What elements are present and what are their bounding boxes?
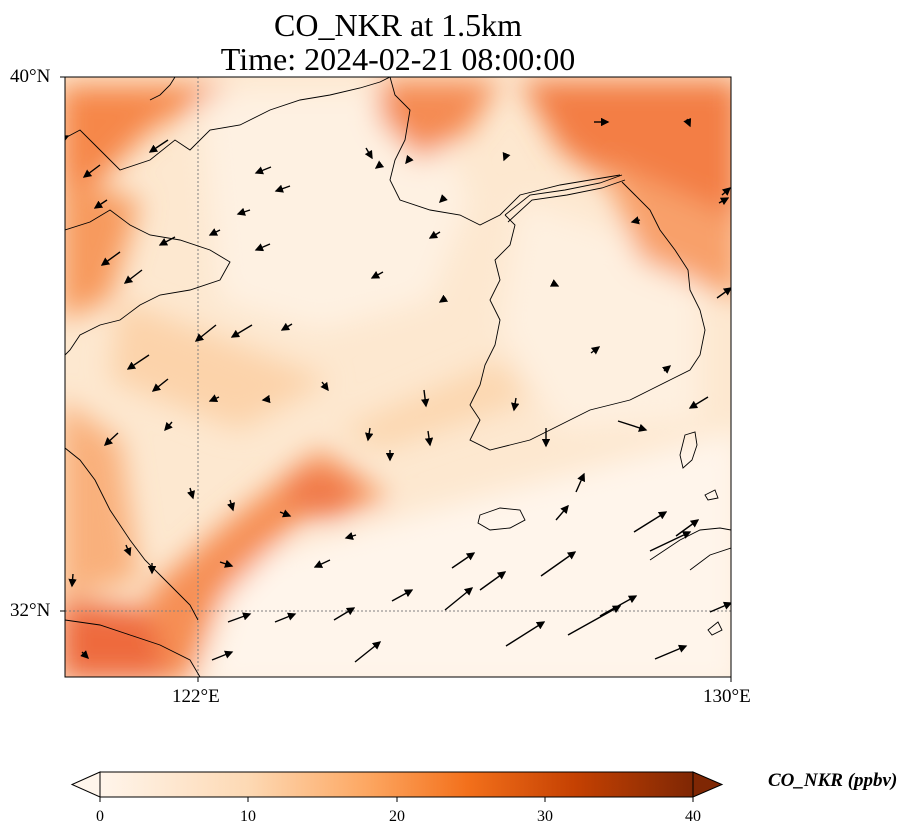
wind-arrow	[502, 151, 511, 162]
wind-arrow	[274, 184, 291, 193]
wind-arrow	[439, 194, 448, 203]
wind-arrow	[420, 389, 430, 408]
map-title-line2: Time: 2024-02-21 08:00:00	[220, 41, 576, 77]
wind-arrow	[158, 236, 176, 246]
wind-arrow	[354, 641, 382, 663]
wind-arrow	[683, 117, 692, 128]
wind-arrow	[344, 531, 357, 541]
lon-tick-122e: 122°E	[172, 686, 220, 707]
wind-arrow	[236, 207, 251, 216]
wind-arrow	[479, 571, 507, 591]
wind-arrow	[254, 166, 272, 175]
wind-arrow	[211, 650, 234, 661]
wind-arrow	[540, 551, 577, 577]
wind-arrow	[365, 427, 374, 442]
wind-arrow	[405, 154, 414, 165]
wind-arrow	[227, 612, 252, 623]
wind-arrow	[630, 216, 641, 225]
wind-arrow	[164, 421, 173, 432]
wind-arrow	[186, 487, 196, 500]
wind-arrow	[709, 601, 731, 613]
wind-arrow	[93, 199, 108, 209]
wind-arrow	[721, 187, 731, 196]
wind-arrow	[230, 324, 253, 338]
wind-arrow	[226, 499, 236, 512]
wind-arrow	[599, 595, 638, 617]
wind-arrow	[505, 621, 546, 647]
wind-arrow	[391, 589, 414, 602]
wind-arrow	[123, 269, 143, 284]
wind-arrow	[194, 324, 217, 342]
wind-arrow	[148, 139, 169, 153]
wind-arrow	[654, 644, 688, 660]
wind-arrow	[716, 287, 731, 299]
wind-arrow	[428, 230, 441, 239]
colorbar	[70, 771, 724, 802]
wind-arrow	[567, 605, 622, 636]
colorbar-tick-10: 10	[240, 808, 256, 825]
wind-arrow	[254, 243, 271, 252]
wind-arrow	[320, 381, 329, 392]
wind-arrow	[675, 519, 700, 537]
wind-arrow	[661, 365, 672, 374]
wind-arrow	[65, 135, 70, 143]
wind-arrow	[100, 251, 121, 266]
wind-arrow	[590, 346, 601, 355]
wind-arrow	[274, 612, 297, 623]
wind-arrow	[633, 511, 668, 533]
coastlines	[65, 77, 731, 677]
wind-arrow	[424, 430, 434, 447]
wind-arrow	[374, 160, 385, 169]
wind-arrow	[208, 394, 220, 402]
lat-tick-40n: 40°N	[10, 66, 51, 87]
wind-arrow	[219, 559, 234, 568]
wind-arrow	[280, 322, 293, 331]
wind-vectors	[65, 117, 731, 663]
wind-arrow	[617, 420, 648, 432]
map-frame	[64, 76, 732, 678]
wind-arrow	[279, 509, 292, 518]
wind-arrow	[126, 354, 150, 370]
wind-arrow	[370, 270, 384, 279]
wind-arrow	[718, 197, 730, 206]
wind-arrow	[511, 397, 520, 412]
lat-tick-32n: 32°N	[10, 600, 51, 621]
wind-arrow	[364, 147, 373, 160]
colorbar-title: CO_NKR (ppbv)	[768, 770, 898, 791]
wind-arrow	[555, 504, 569, 521]
wind-arrow	[80, 650, 89, 659]
lon-tick-130e: 130°E	[703, 686, 751, 707]
wind-arrow	[313, 559, 331, 568]
wind-arrow	[575, 472, 585, 493]
wind-arrow	[103, 432, 119, 446]
wind-arrow	[451, 552, 476, 569]
colorbar-tick-0: 0	[96, 808, 104, 825]
wind-arrow	[549, 279, 560, 287]
map-title-line1: CO_NKR at 1.5km	[274, 7, 522, 43]
wind-arrow	[444, 587, 474, 611]
wind-arrow	[261, 394, 271, 404]
wind-arrow	[68, 573, 77, 588]
wind-arrow	[438, 294, 449, 303]
colorbar-tick-20: 20	[389, 808, 405, 825]
wind-arrow	[649, 531, 692, 552]
wind-arrow	[82, 164, 101, 178]
colorbar-tick-40: 40	[685, 808, 701, 825]
wind-arrow	[123, 544, 132, 557]
wind-arrow	[333, 607, 356, 621]
wind-arrow	[688, 396, 709, 409]
wind-arrow	[208, 228, 221, 236]
wind-arrow	[151, 378, 169, 392]
colorbar-tick-30: 30	[537, 808, 553, 825]
